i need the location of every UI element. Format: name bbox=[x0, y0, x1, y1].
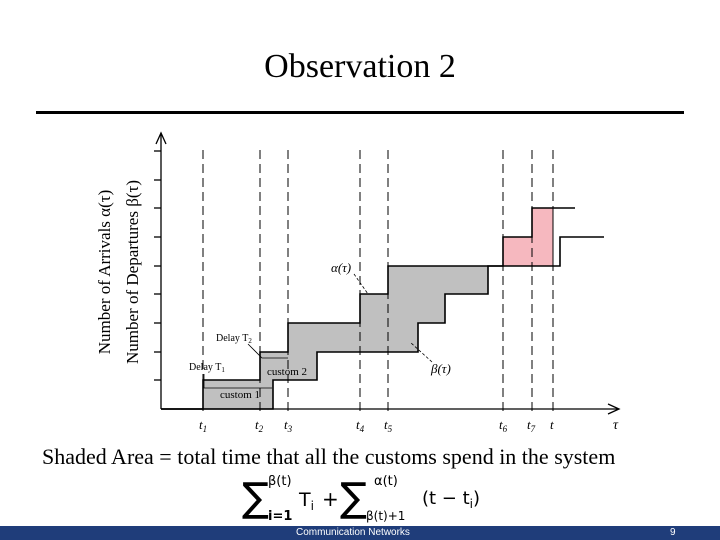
beta-label: β(τ) bbox=[430, 361, 451, 376]
custom-2-label: custom 2 bbox=[267, 366, 307, 378]
y-axis-arrow bbox=[155, 131, 167, 145]
custom-1-label: custom 1 bbox=[220, 389, 260, 401]
title-divider bbox=[36, 111, 684, 114]
term-1: Ti bbox=[298, 489, 314, 513]
x-axis-label: τ bbox=[613, 418, 619, 433]
footer-title: Communication Networks bbox=[296, 527, 410, 538]
alpha-pointer bbox=[353, 273, 369, 295]
sum-symbol-1: ∑ bbox=[242, 475, 269, 521]
formula: ∑ β(t) i=1 Ti + ∑ α(t) β(t)+1 (t − ti) bbox=[242, 474, 480, 524]
slide-title: Observation 2 bbox=[264, 48, 456, 85]
sum-1-upper: β(t) bbox=[268, 474, 292, 489]
svg-text:t3: t3 bbox=[284, 417, 293, 434]
svg-text:t1: t1 bbox=[199, 417, 207, 434]
delay-t2-label: Delay T2 bbox=[216, 333, 252, 345]
beta-staircase bbox=[161, 236, 604, 410]
svg-text:t4: t4 bbox=[356, 417, 365, 434]
delay-t1-pointer bbox=[203, 374, 272, 389]
sum-1-lower: i=1 bbox=[268, 509, 292, 524]
svg-text:t7: t7 bbox=[527, 417, 536, 434]
footer-bar: Communication Networks 9 bbox=[0, 526, 720, 540]
y-axis-label-arrivals: Number of Arrivals α(τ) bbox=[95, 190, 114, 354]
svg-text:t6: t6 bbox=[499, 417, 508, 434]
term-2: (t − ti) bbox=[422, 488, 480, 511]
alpha-label: α(τ) bbox=[331, 260, 351, 275]
x-axis-arrow bbox=[607, 403, 621, 415]
y-axis-label-departures: Number of Departures β(τ) bbox=[123, 180, 142, 364]
plus-sign: + bbox=[322, 487, 339, 511]
axes bbox=[154, 131, 621, 415]
sum-symbol-2: ∑ bbox=[340, 475, 367, 521]
time-markers bbox=[202, 150, 554, 412]
svg-text:t: t bbox=[550, 417, 554, 432]
svg-text:t2: t2 bbox=[255, 417, 264, 434]
sum-2-upper: α(t) bbox=[374, 474, 398, 489]
svg-text:t5: t5 bbox=[384, 417, 393, 434]
delay-t1-label: Delay T1 bbox=[189, 362, 225, 374]
time-labels: t1 t2 t3 t4 t5 t6 t7 t bbox=[199, 417, 554, 434]
sum-2-lower: β(t)+1 bbox=[366, 509, 405, 523]
delay-t2-pointer bbox=[247, 343, 288, 359]
slide-caption: Shaded Area = total time that all the cu… bbox=[42, 444, 616, 469]
page-number: 9 bbox=[670, 527, 676, 538]
